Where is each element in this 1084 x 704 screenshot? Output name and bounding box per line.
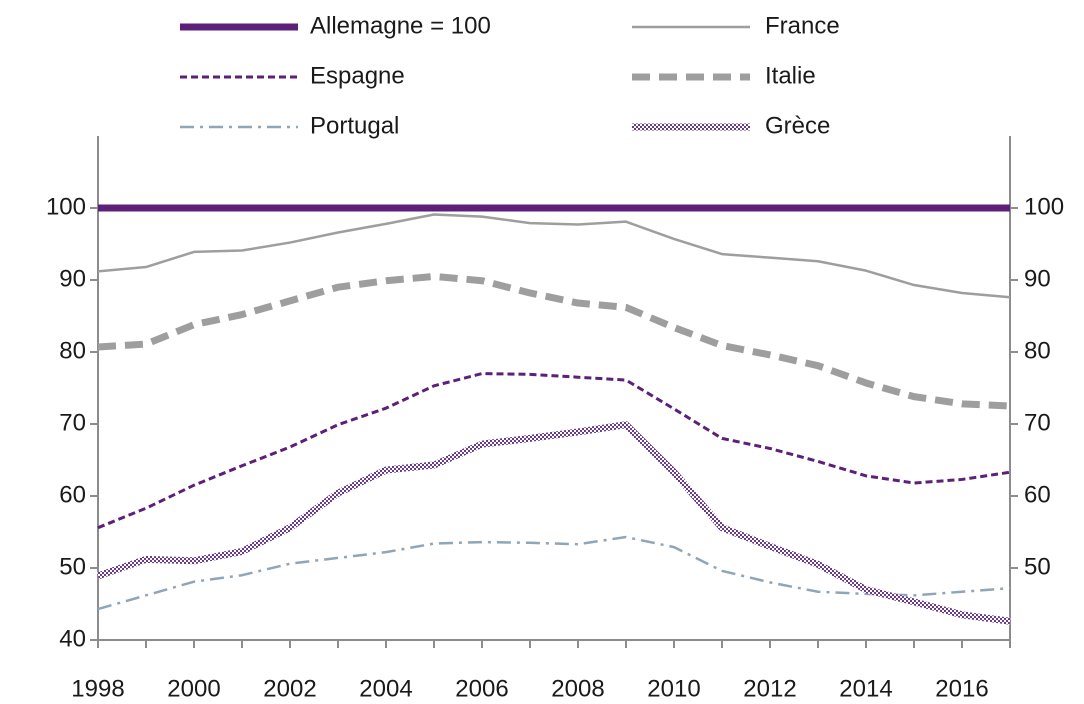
- x-tick-label: 2014: [839, 675, 892, 702]
- x-tick-label: 1998: [71, 675, 124, 702]
- y-tick-label: 100: [46, 193, 86, 220]
- x-tick-label: 2006: [455, 675, 508, 702]
- y2-tick-label: 50: [1024, 553, 1051, 580]
- y-tick-label: 60: [59, 481, 86, 508]
- x-tick-label: 2010: [647, 675, 700, 702]
- y-tick-label: 80: [59, 337, 86, 364]
- x-tick-label: 2004: [359, 675, 412, 702]
- legend-label: Italie: [765, 62, 816, 89]
- y-tick-label: 40: [59, 625, 86, 652]
- legend-label: Allemagne = 100: [310, 12, 491, 39]
- series-line: [97, 372, 1011, 530]
- x-tick-label: 2008: [551, 675, 604, 702]
- y2-tick-label: 100: [1024, 193, 1064, 220]
- x-tick-label: 2012: [743, 675, 796, 702]
- x-tick-label: 2002: [263, 675, 316, 702]
- series-line: [97, 272, 1011, 410]
- y2-tick-label: 90: [1024, 265, 1051, 292]
- y2-tick-label: 80: [1024, 337, 1051, 364]
- y2-tick-label: 60: [1024, 481, 1051, 508]
- series-line: [97, 213, 1011, 299]
- legend-label: Grèce: [765, 112, 830, 139]
- legend-label: France: [765, 12, 840, 39]
- y2-tick-label: 70: [1024, 409, 1051, 436]
- legend-label: Portugal: [310, 112, 399, 139]
- y-tick-label: 90: [59, 265, 86, 292]
- series-line: [96, 421, 1011, 625]
- x-tick-label: 2016: [935, 675, 988, 702]
- x-tick-label: 2000: [167, 675, 220, 702]
- y-tick-label: 70: [59, 409, 86, 436]
- y-tick-label: 50: [59, 553, 86, 580]
- series-line: [97, 535, 1011, 611]
- legend-label: Espagne: [310, 62, 405, 89]
